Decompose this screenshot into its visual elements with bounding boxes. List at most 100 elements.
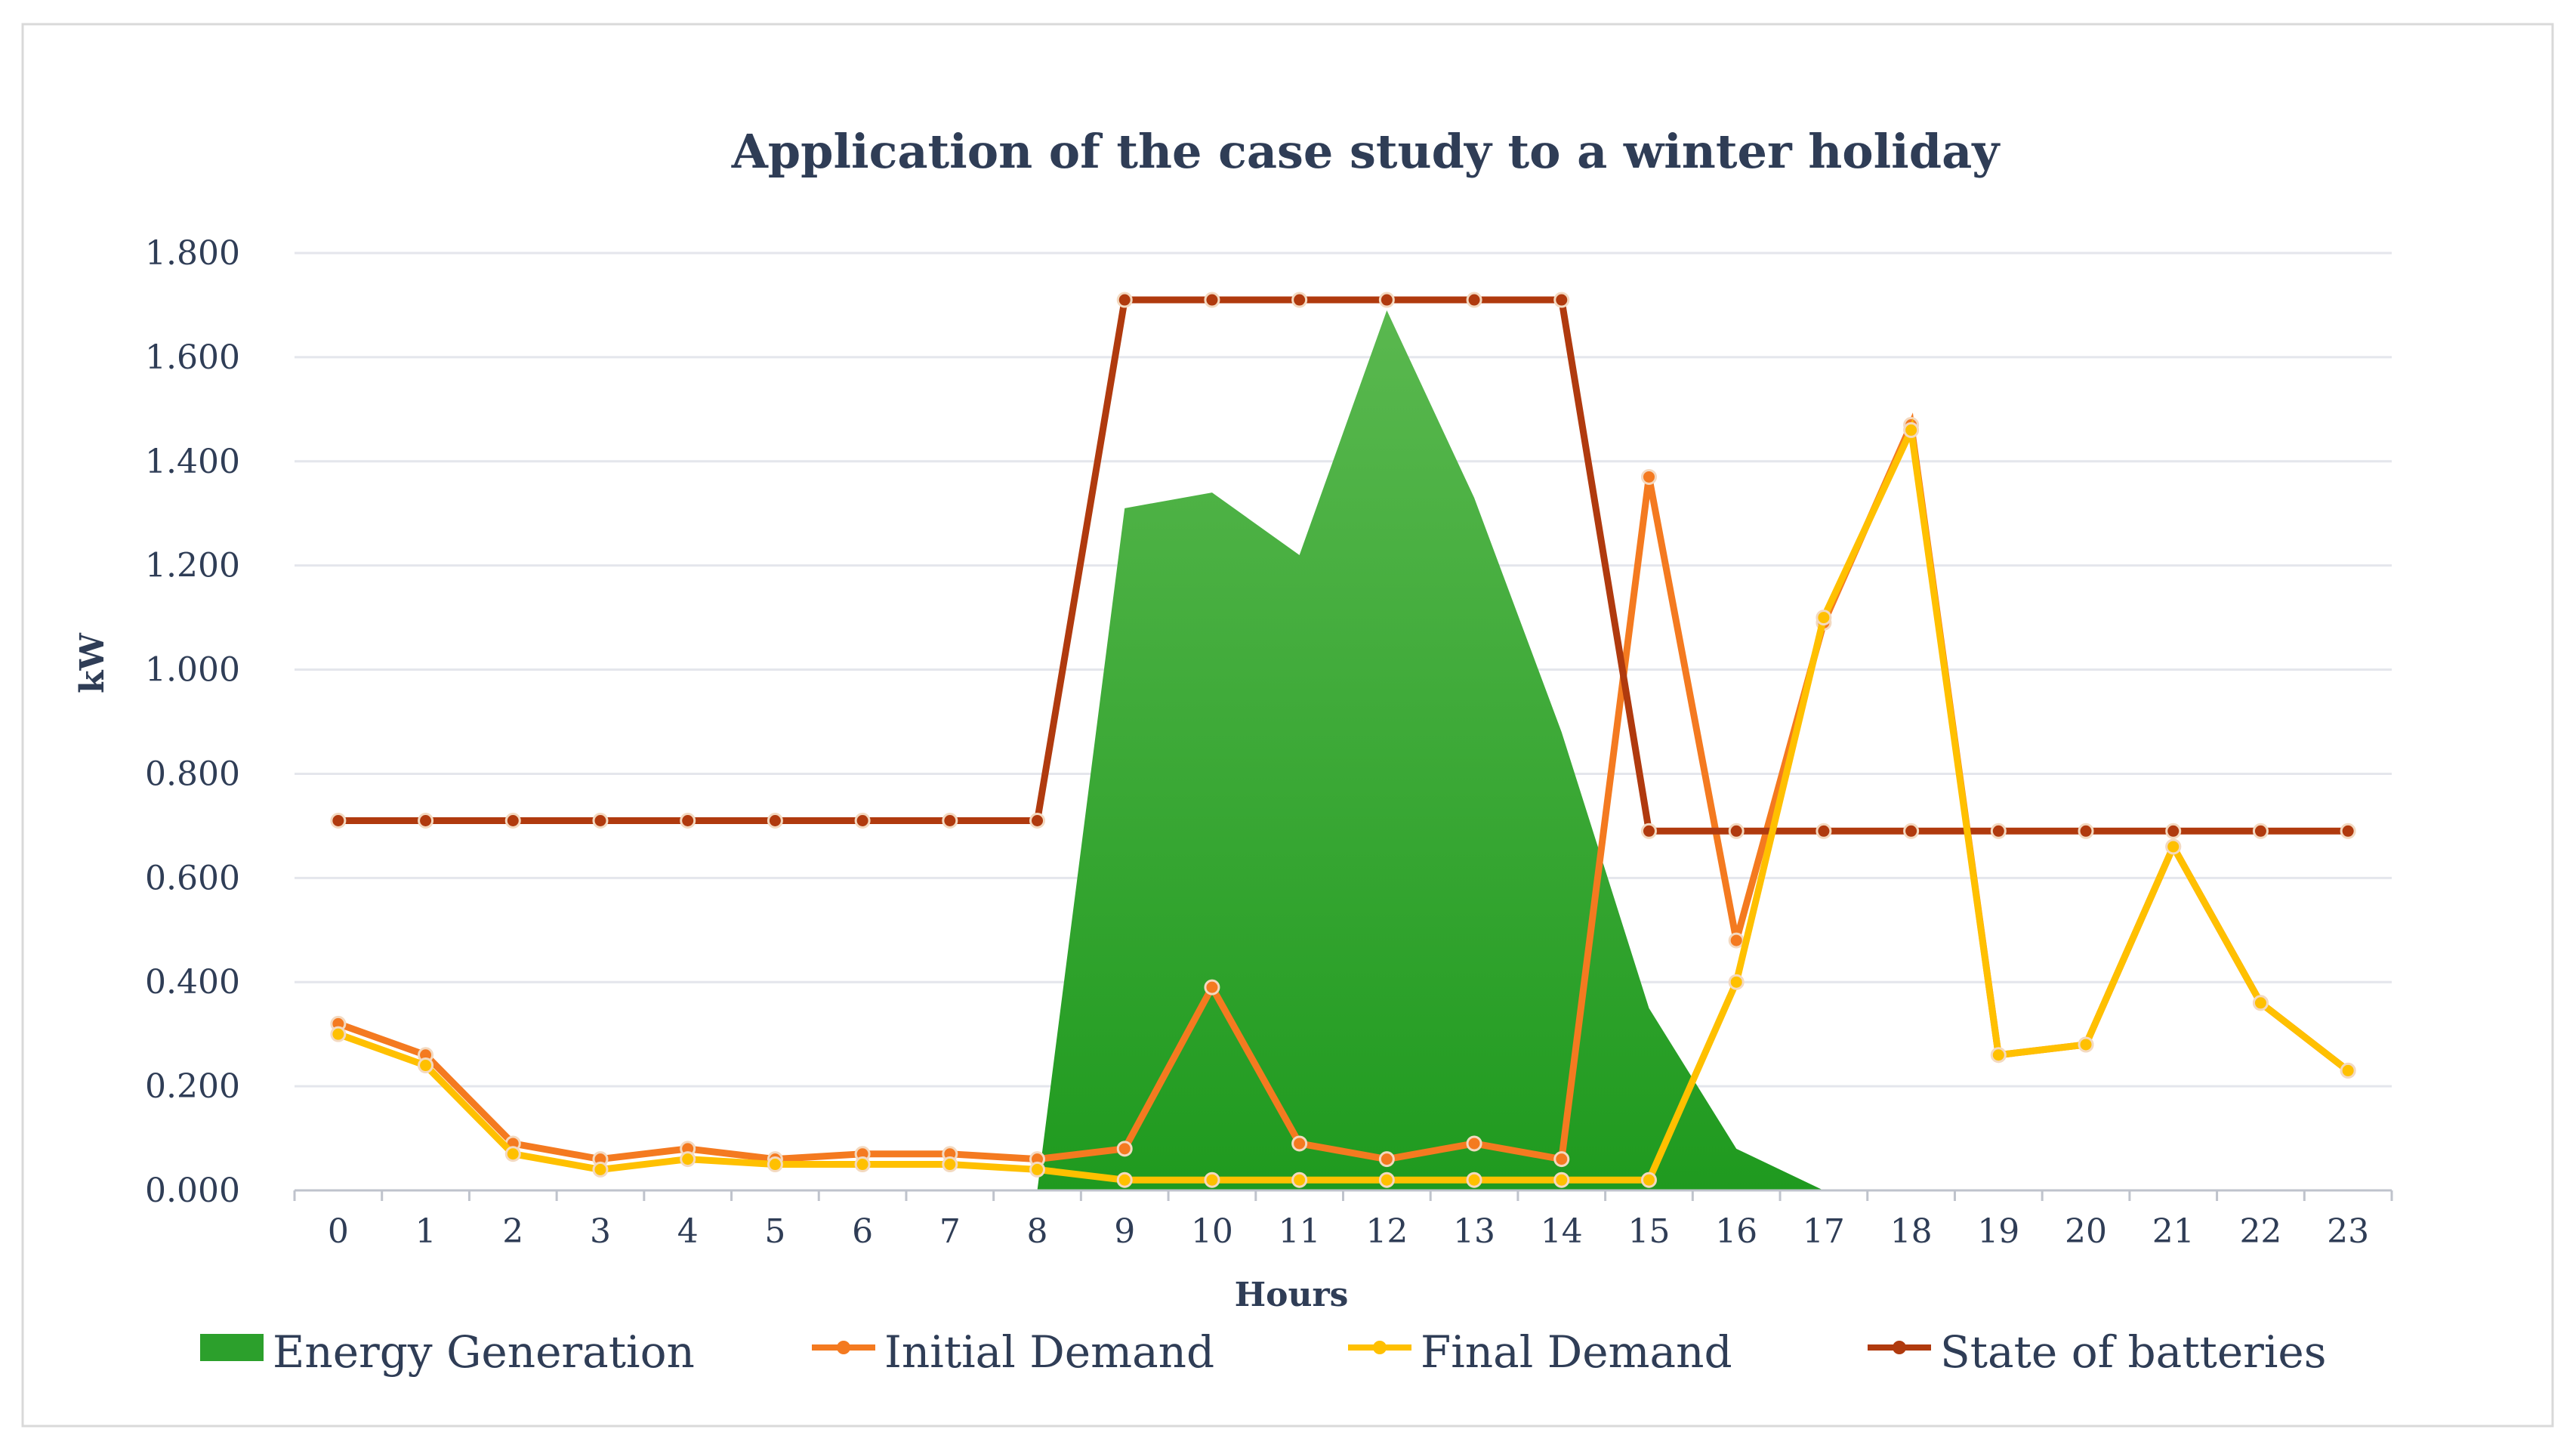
area-layer bbox=[338, 310, 1824, 1191]
initial-demand-point bbox=[1204, 979, 1220, 996]
y-tick-label: 1.000 bbox=[145, 651, 240, 690]
y-tick-label: 0.200 bbox=[145, 1067, 240, 1106]
state-of-batteries-point bbox=[330, 812, 347, 829]
legend-label-initial-demand: Initial Demand bbox=[884, 1326, 1214, 1378]
y-tick-label: 0.800 bbox=[145, 755, 240, 793]
initial-demand-point bbox=[1291, 1135, 1308, 1152]
state-of-batteries-point bbox=[1640, 823, 1657, 839]
x-tick-label: 16 bbox=[1715, 1212, 1757, 1251]
final-demand-point bbox=[1378, 1172, 1395, 1188]
x-tick-label: 3 bbox=[590, 1212, 611, 1251]
final-demand-point bbox=[767, 1156, 783, 1173]
state-of-batteries-point bbox=[1116, 292, 1133, 308]
state-of-batteries-point bbox=[854, 812, 871, 829]
final-demand-point bbox=[2340, 1062, 2356, 1079]
state-of-batteries-point bbox=[680, 812, 696, 829]
x-tick-label: 1 bbox=[415, 1212, 437, 1251]
x-tick-label: 12 bbox=[1365, 1212, 1408, 1251]
final-demand-point bbox=[854, 1156, 871, 1173]
state-of-batteries-point bbox=[1990, 823, 2007, 839]
state-of-batteries-point bbox=[1378, 292, 1395, 308]
x-tick-label: 14 bbox=[1541, 1212, 1583, 1251]
state-of-batteries-point bbox=[2340, 823, 2356, 839]
legend-label-state-of-batteries: State of batteries bbox=[1940, 1326, 2327, 1378]
x-tick-label: 13 bbox=[1453, 1212, 1495, 1251]
state-of-batteries-point bbox=[1029, 812, 1046, 829]
y-tick-label: 0.600 bbox=[145, 859, 240, 897]
x-tick-label: 11 bbox=[1279, 1212, 1321, 1251]
state-of-batteries-point bbox=[2252, 823, 2269, 839]
x-tick-label: 22 bbox=[2239, 1212, 2281, 1251]
y-tick-label: 1.600 bbox=[145, 338, 240, 377]
state-of-batteries-point bbox=[767, 812, 783, 829]
state-of-batteries-point bbox=[942, 812, 958, 829]
final-demand-point bbox=[1903, 421, 1920, 438]
state-of-batteries-point bbox=[1816, 823, 1832, 839]
initial-demand-point bbox=[1640, 468, 1657, 485]
x-tick-label: 8 bbox=[1027, 1212, 1048, 1251]
x-tick-label: 23 bbox=[2327, 1212, 2369, 1251]
final-demand-point bbox=[1728, 974, 1745, 990]
final-demand-point bbox=[1553, 1172, 1570, 1188]
y-axis-label: kW bbox=[73, 632, 112, 693]
final-demand-point bbox=[330, 1026, 347, 1042]
x-tick-label: 21 bbox=[2152, 1212, 2195, 1251]
initial-demand-point bbox=[1728, 932, 1745, 949]
state-of-batteries-point bbox=[1466, 292, 1482, 308]
x-tick-label: 17 bbox=[1803, 1212, 1845, 1251]
initial-demand-point bbox=[1553, 1151, 1570, 1168]
x-axis-label: Hours bbox=[1235, 1276, 1349, 1314]
x-tick-label: 2 bbox=[502, 1212, 523, 1251]
state-of-batteries-point bbox=[1728, 823, 1745, 839]
final-demand-point bbox=[504, 1146, 521, 1162]
x-tick-label: 10 bbox=[1191, 1212, 1233, 1251]
x-tick-label: 15 bbox=[1627, 1212, 1670, 1251]
final-demand-point bbox=[1291, 1172, 1308, 1188]
x-tick-label: 20 bbox=[2065, 1212, 2107, 1251]
state-of-batteries-point bbox=[2078, 823, 2094, 839]
final-demand-point bbox=[1816, 610, 1832, 626]
state-of-batteries-point bbox=[504, 812, 521, 829]
final-demand-point bbox=[680, 1151, 696, 1168]
state-of-batteries-point bbox=[1903, 823, 1920, 839]
chart-title: Application of the case study to a winte… bbox=[731, 124, 2001, 179]
legend: Energy Generation Initial Demand Final Dem… bbox=[200, 1326, 2327, 1378]
final-demand-point bbox=[2252, 995, 2269, 1011]
legend-marker-final-demand bbox=[1373, 1341, 1387, 1354]
final-demand-point bbox=[1116, 1172, 1133, 1188]
x-tick-label: 7 bbox=[939, 1212, 961, 1251]
final-demand-point bbox=[418, 1057, 434, 1074]
state-of-batteries-point bbox=[2165, 823, 2182, 839]
energy-generation-area bbox=[338, 310, 1824, 1191]
initial-demand-point bbox=[1116, 1141, 1133, 1157]
final-demand-point bbox=[1204, 1172, 1220, 1188]
final-demand-point bbox=[2165, 838, 2182, 855]
legend-swatch-energy-generation bbox=[200, 1334, 264, 1361]
x-tick-label: 9 bbox=[1114, 1212, 1135, 1251]
state-of-batteries-line bbox=[338, 296, 2349, 835]
final-demand-point bbox=[1466, 1172, 1482, 1188]
final-demand-point bbox=[1029, 1161, 1046, 1178]
y-tick-label: 1.800 bbox=[145, 234, 240, 273]
state-of-batteries-point bbox=[1204, 292, 1220, 308]
state-of-batteries-point bbox=[1291, 292, 1308, 308]
final-demand-point bbox=[2078, 1036, 2094, 1053]
initial-demand-point bbox=[1378, 1151, 1395, 1168]
x-tick-label: 4 bbox=[677, 1212, 699, 1251]
state-of-batteries-point bbox=[418, 812, 434, 829]
legend-label-final-demand: Final Demand bbox=[1421, 1326, 1732, 1378]
x-tick-label: 5 bbox=[764, 1212, 785, 1251]
final-demand-point bbox=[1990, 1047, 2007, 1063]
x-axis: 0 1 2 3 4 5 6 7 8 9 10 11 12 13 14 15 16 17 18 19 20 21 22 23 bbox=[293, 1189, 2393, 1251]
x-tick-label: 0 bbox=[328, 1212, 349, 1251]
legend-label-energy-generation: Energy Generation bbox=[273, 1326, 695, 1378]
final-demand-point bbox=[1640, 1172, 1657, 1188]
x-tick-label: 6 bbox=[852, 1212, 873, 1251]
x-tick-label: 19 bbox=[1977, 1212, 2019, 1251]
final-demand-point bbox=[592, 1161, 609, 1178]
lines-layer bbox=[330, 292, 2356, 1188]
y-tick-label: 1.200 bbox=[145, 547, 240, 585]
initial-demand-point bbox=[1466, 1135, 1482, 1152]
